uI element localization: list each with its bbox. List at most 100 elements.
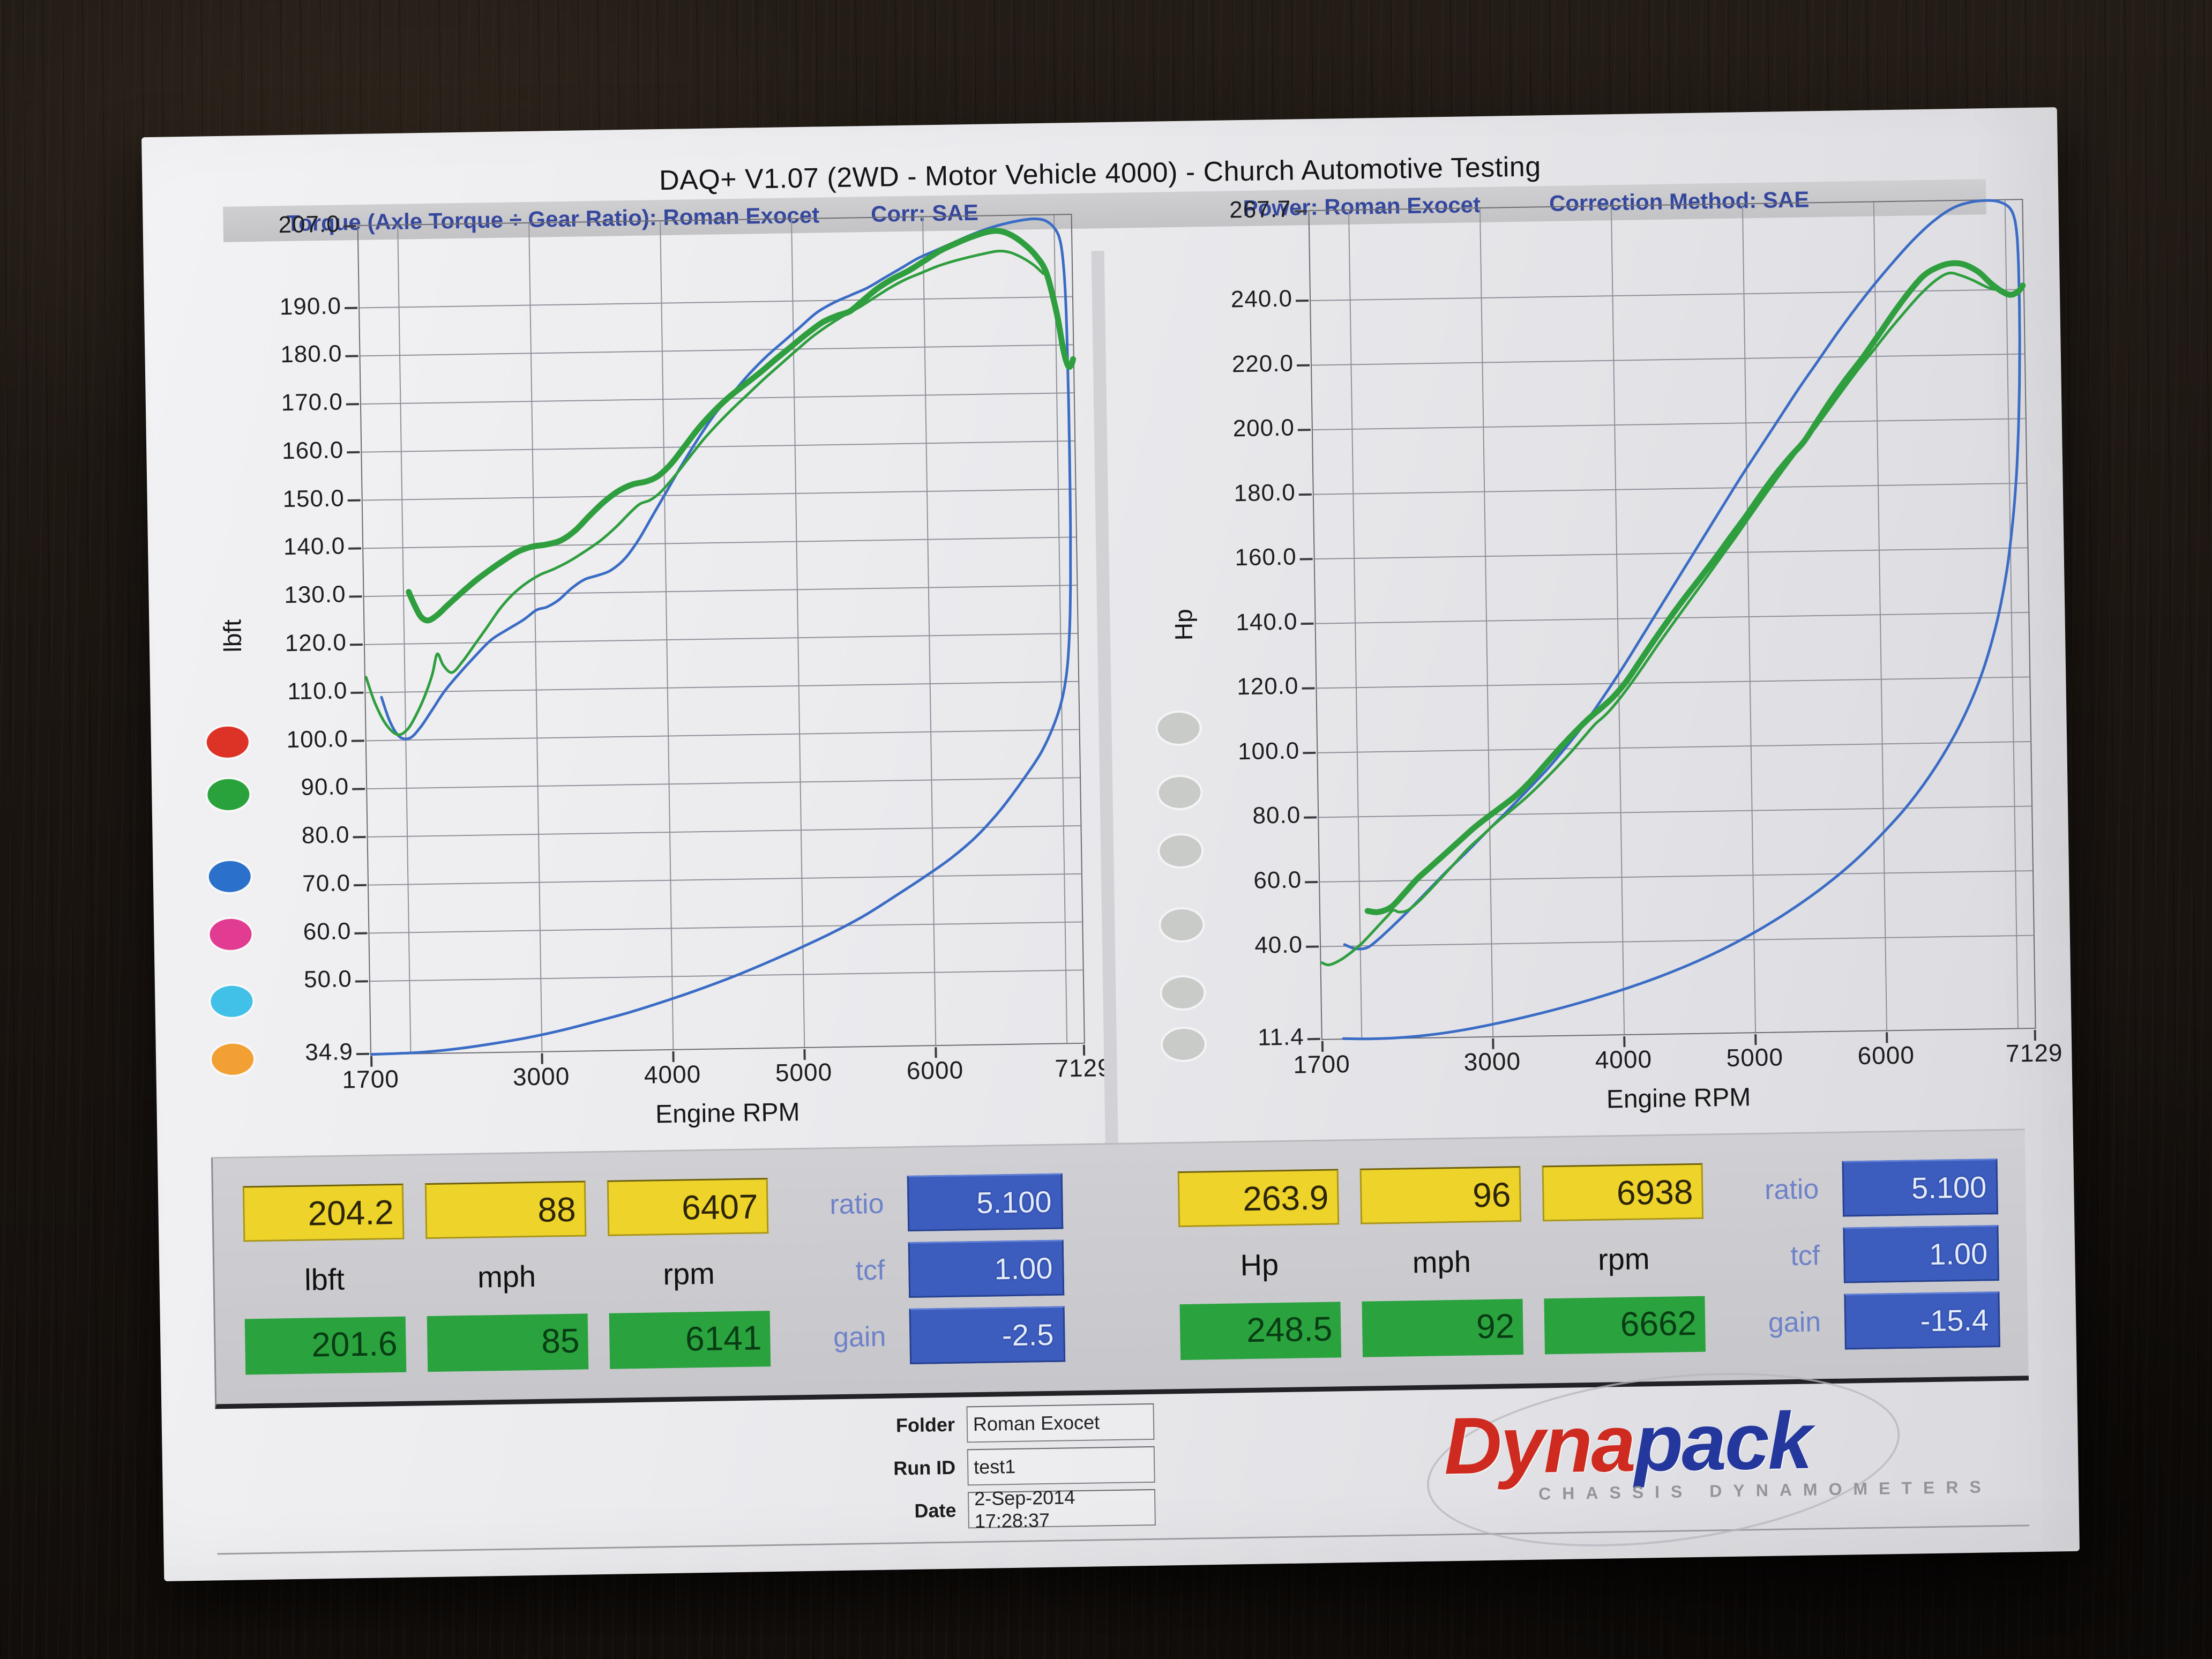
tcf-value-box: 1.00 [1843, 1225, 1999, 1283]
grid-line-horizontal [360, 296, 1072, 309]
power-stats-table: 263.9 96 6938 ratio 5.100 Hp mph rpm tcf… [1148, 1130, 2062, 1389]
y-tick-label: 240.0 [1230, 285, 1293, 313]
grid-line-horizontal [360, 344, 1073, 357]
x-tick-label: 6000 [906, 1056, 964, 1085]
y-tick-label: 180.0 [1234, 479, 1296, 506]
power-unit-label: Hp [1240, 1247, 1279, 1282]
x-tick-label: 3000 [512, 1062, 570, 1091]
y-tick-label: 80.0 [301, 821, 350, 849]
rpm-unit-label: rpm [1597, 1241, 1650, 1276]
y-tick-label: 150.0 [282, 485, 345, 512]
y-tick-label: 60.0 [1253, 866, 1302, 894]
tcf-label: tcf [1790, 1240, 1820, 1272]
torque-peak-rpm-cell: 6407 [607, 1178, 769, 1236]
curve-green-run-thin [1320, 271, 1996, 967]
grid-line-vertical [660, 221, 674, 1049]
x-tick-label: 4000 [644, 1060, 701, 1089]
curve-blue-run-loop [370, 217, 1072, 1056]
y-tick-label: 200.0 [1232, 414, 1295, 442]
logo-wordmark: Dynapack [1443, 1394, 1811, 1493]
legend-dot-gray-5 [1161, 977, 1204, 1009]
legend-dot-green [207, 779, 250, 811]
stats-tables-band: 204.2 88 6407 ratio 5.100 lbft mph rpm t… [211, 1129, 2029, 1409]
power-green-rpm-cell: 6662 [1544, 1296, 1706, 1355]
grid-line-vertical [2004, 200, 2019, 1028]
date-value-box: 2-Sep-2014 17:28:37 [967, 1486, 1156, 1532]
footer-band: Folder Roman Exocet Run ID test1 Date 2-… [215, 1349, 2030, 1571]
x-tick-label: 3000 [1463, 1047, 1521, 1076]
grid-line-horizontal [362, 440, 1075, 453]
grid-line-horizontal [1321, 935, 2034, 947]
legend-dot-gray-3 [1159, 835, 1202, 867]
x-tick-label: 1700 [342, 1064, 400, 1094]
grid-line-horizontal [362, 488, 1075, 501]
plot-canvas [1294, 199, 2036, 1052]
dynapack-logo: Dynapack CHASSIS DYNAMOMETERS [1417, 1349, 1992, 1571]
y-tick-label: 40.0 [1254, 931, 1303, 959]
grid-line-vertical [1742, 204, 1757, 1033]
x-tick-label: 4000 [1595, 1045, 1653, 1074]
grid-line-horizontal [366, 729, 1079, 742]
date-row: Date 2-Sep-2014 17:28:37 [795, 1486, 1156, 1532]
plot-area [343, 213, 1086, 1067]
gain-value-box: -15.4 [1844, 1291, 2000, 1350]
grid-line-horizontal [1314, 547, 2028, 560]
y-axis-title: Hp [1169, 608, 1198, 641]
grid-line-horizontal [1319, 805, 2032, 818]
ratio-label: ratio [829, 1188, 884, 1221]
grid-line-vertical [1479, 208, 1494, 1036]
y-tick-label: 100.0 [1237, 737, 1300, 765]
grid-line-horizontal [361, 392, 1074, 405]
x-axis-title: Engine RPM [1606, 1083, 1751, 1114]
grid-line-horizontal [1311, 289, 2023, 301]
grid-line-horizontal [1311, 353, 2024, 366]
logo-wordmark-pack: pack [1633, 1395, 1812, 1488]
curve-green-run-thin [364, 250, 1045, 736]
torque-peak-value-cell: 204.2 [242, 1183, 405, 1242]
date-label: Date [914, 1499, 956, 1522]
grid-line-horizontal [367, 777, 1080, 790]
y-tick-label: 267.7 [1229, 196, 1291, 223]
legend-dot-red [206, 726, 249, 758]
torque-green-rpm-cell: 6141 [609, 1311, 771, 1369]
y-tick-label: 50.0 [303, 966, 353, 993]
power-peak-rpm-cell: 6938 [1542, 1163, 1704, 1222]
legend-dot-cyan [210, 985, 253, 1018]
run-id-row: Run ID test1 [795, 1446, 1155, 1489]
torque-chart: 207.0 190.0 180.0 170.0 160.0 150.0 140.0 130.0… [153, 203, 1112, 1144]
y-tick-label: 140.0 [283, 533, 346, 561]
y-tick-label: 180.0 [280, 340, 342, 368]
folder-value-box: Roman Exocet [966, 1403, 1155, 1443]
plot-canvas [343, 215, 1086, 1067]
y-tick-label: 120.0 [1236, 672, 1299, 700]
gain-label: gain [1768, 1306, 1821, 1339]
grid-line-horizontal [1313, 482, 2027, 495]
curve-green-run-thick [1364, 260, 2026, 915]
legend-dot-orange [211, 1043, 254, 1075]
ratio-value-box: 5.100 [907, 1173, 1064, 1232]
grid-line-vertical [922, 217, 937, 1045]
torque-green-mph-cell: 85 [427, 1313, 589, 1372]
x-tick-label: 5000 [775, 1058, 833, 1087]
y-tick-label: 160.0 [281, 437, 344, 465]
logo-wordmark-dyna: Dyna [1443, 1398, 1635, 1491]
curve-green-run-thick [406, 228, 1077, 624]
power-peak-value-cell: 263.9 [1177, 1169, 1340, 1228]
y-tick-label: 207.0 [278, 211, 341, 238]
y-tick-label: 110.0 [287, 677, 348, 705]
curve-blue-run-loop [1342, 199, 2021, 1041]
grid-line-vertical [1348, 210, 1363, 1038]
gain-label: gain [833, 1321, 886, 1354]
y-tick-label: 80.0 [1252, 802, 1301, 829]
x-axis-title: Engine RPM [655, 1098, 800, 1129]
grid-line-horizontal [364, 632, 1078, 645]
x-tick-label: 1700 [1292, 1050, 1351, 1079]
grid-line-horizontal [369, 873, 1081, 886]
legend-dot-gray-6 [1162, 1028, 1205, 1060]
plot-area [1294, 199, 2036, 1052]
mph-unit-label: mph [477, 1259, 536, 1294]
grid-line-horizontal [364, 585, 1077, 597]
power-peak-mph-cell: 96 [1359, 1166, 1522, 1224]
x-tick-label: 6000 [1857, 1041, 1915, 1070]
y-tick-label: 170.0 [281, 388, 343, 416]
